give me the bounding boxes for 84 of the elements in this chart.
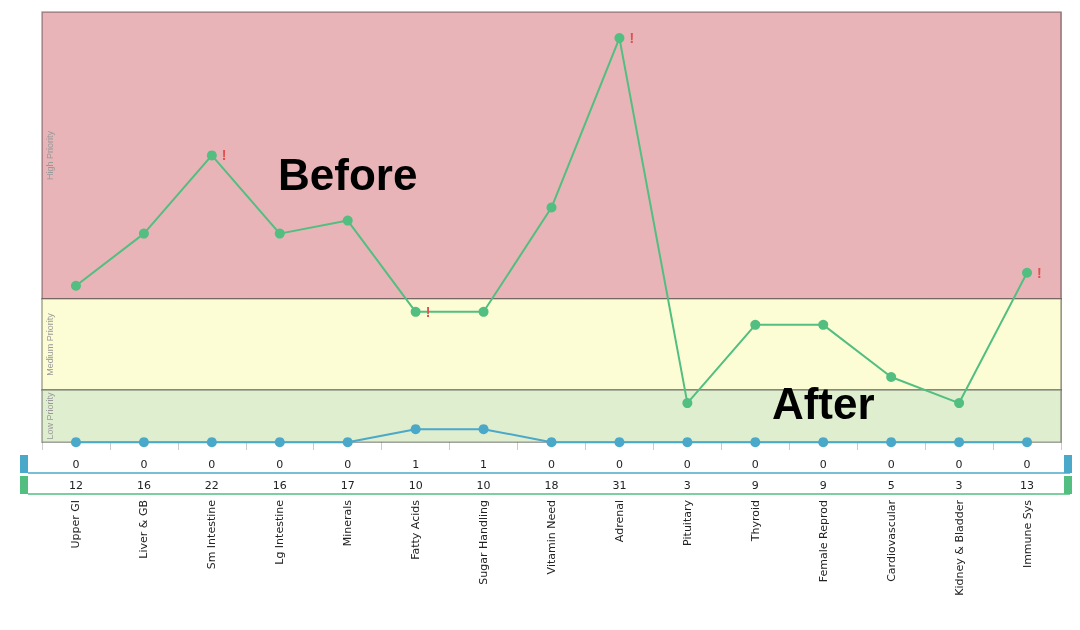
data-label: 13: [1020, 478, 1035, 492]
data-label: 9: [819, 478, 827, 492]
point: [342, 437, 353, 448]
x-tick-label: Kidney & Bladder: [952, 499, 966, 596]
data-label: 10: [476, 478, 491, 492]
x-tick-label: Minerals: [341, 499, 355, 547]
point: [478, 306, 489, 317]
point: [342, 215, 353, 226]
x-tick-label: Lg Intestine: [273, 499, 287, 565]
point: [206, 150, 217, 161]
x-tick-label: Liver & GB: [137, 500, 151, 559]
data-label: 3: [683, 478, 691, 492]
x-tick-label: Thyroid: [748, 500, 762, 543]
point: [274, 228, 285, 239]
point: [206, 437, 217, 448]
point: [750, 437, 761, 448]
data-label: 3: [955, 478, 963, 492]
band-label: High Priority: [44, 130, 55, 180]
x-tick-label: Pituitary: [680, 499, 694, 546]
data-label: 10: [408, 478, 423, 492]
x-tick-label: Sm Intestine: [205, 499, 219, 570]
point: [886, 372, 897, 382]
data-label: 22: [204, 478, 219, 492]
x-tick-label: Fatty Acids: [409, 499, 423, 560]
point: [818, 319, 829, 330]
data-label: 12: [68, 478, 83, 492]
point: [614, 437, 625, 448]
x-tick-label: Adrenal: [612, 500, 626, 543]
band-label: Medium Priority: [44, 312, 55, 376]
data-label: 0: [615, 457, 623, 471]
point: [274, 437, 285, 448]
data-label: 0: [344, 457, 352, 471]
data-label: 0: [548, 457, 555, 471]
data-label: 0: [276, 457, 284, 471]
point: [138, 228, 149, 239]
data-label: 0: [1023, 457, 1031, 471]
point: [546, 202, 557, 213]
point: [410, 306, 421, 317]
data-label: 1: [412, 457, 420, 471]
point: [410, 424, 421, 435]
annotation: !: [425, 303, 431, 320]
point: [954, 437, 965, 448]
point: [682, 398, 693, 409]
data-label: 17: [340, 478, 355, 492]
data-label: 0: [819, 457, 827, 471]
data-label: 31: [612, 478, 627, 492]
point: [478, 424, 489, 435]
data-label: 0: [887, 457, 895, 471]
point: [682, 437, 693, 448]
annotation: !: [629, 30, 635, 47]
annotation: !: [221, 147, 227, 164]
band-label: Low Priority: [44, 392, 55, 440]
data-label: 9: [751, 478, 759, 492]
data-label: 0: [955, 457, 963, 471]
data-label: 16: [136, 478, 151, 492]
point: [818, 437, 829, 448]
data-label: 0: [683, 457, 691, 471]
data-label: 16: [272, 478, 287, 492]
x-tick-label: Cardiovascular: [884, 499, 898, 582]
data-label: 5: [887, 478, 895, 492]
data-label: 18: [544, 478, 559, 492]
x-tick-label: Upper GI: [69, 500, 83, 549]
point: [546, 437, 557, 448]
x-tick-label: Vitamin Need: [545, 500, 558, 575]
point: [614, 33, 625, 44]
point: [138, 437, 149, 448]
data-label: 0: [208, 457, 216, 471]
data-label: 0: [140, 457, 148, 471]
point: [70, 280, 81, 291]
point: [1022, 267, 1033, 278]
point: [886, 437, 897, 448]
annotation: !: [1037, 264, 1042, 281]
point: [1022, 437, 1033, 448]
point: [750, 319, 761, 330]
x-tick-label: Immune Sys: [1020, 499, 1034, 569]
data-label: 0: [751, 457, 759, 471]
series-label: After: [771, 378, 875, 428]
x-tick-label: Sugar Handling: [477, 500, 491, 585]
series-label: Before: [278, 150, 418, 200]
point: [954, 398, 965, 409]
point: [70, 437, 81, 448]
data-label: 1: [480, 457, 488, 471]
x-tick-label: Female Reprod: [816, 500, 830, 583]
data-label: 0: [72, 457, 80, 471]
